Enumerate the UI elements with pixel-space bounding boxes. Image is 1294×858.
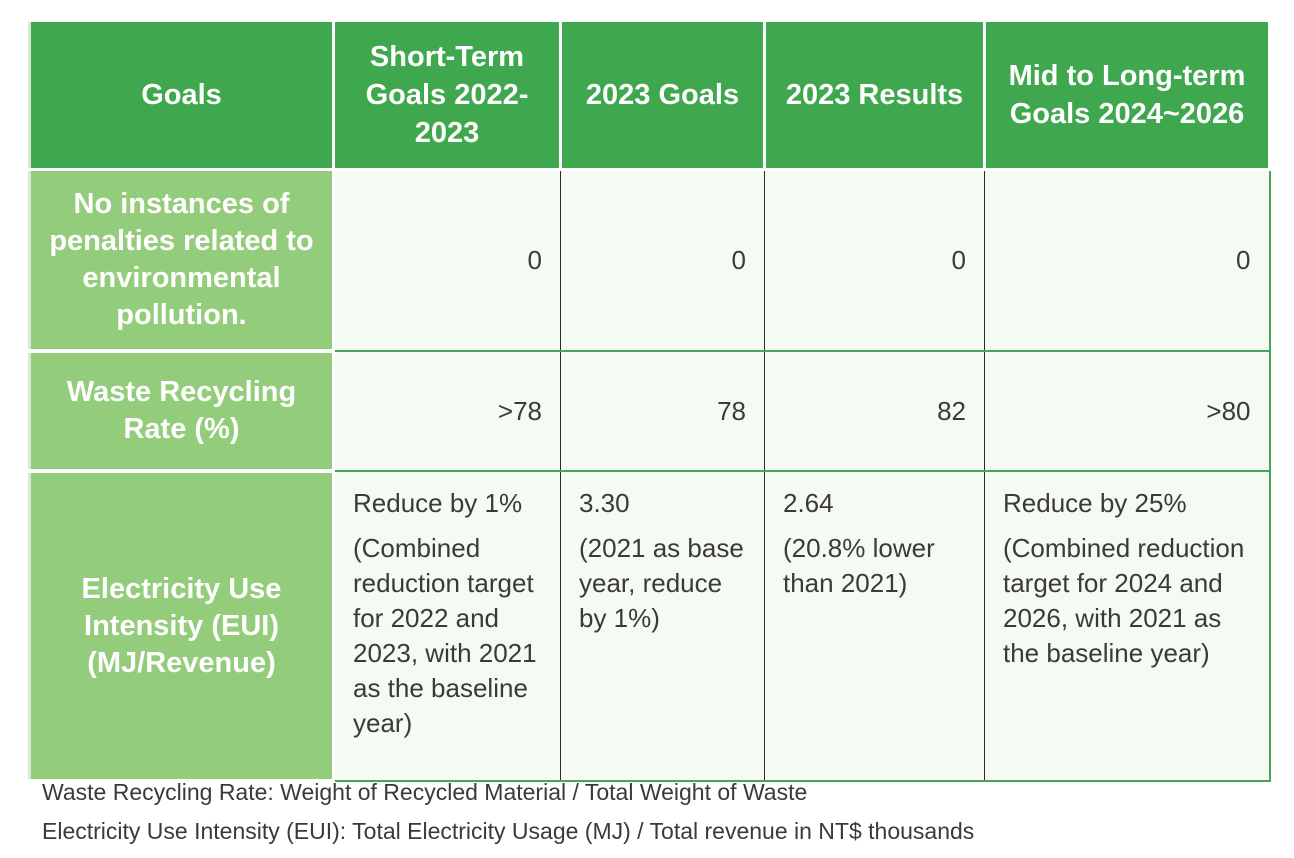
cell-short-term: Reduce by 1% (Combined reduction target … xyxy=(333,471,561,782)
footnote-electricity-use-intensity: Electricity Use Intensity (EUI): Total E… xyxy=(42,818,975,844)
cell-2023-goals: 78 xyxy=(560,351,765,472)
cell-mid-long-term: >80 xyxy=(984,351,1271,472)
cell-2023-goals: 0 xyxy=(560,169,765,352)
cell-short-term: >78 xyxy=(333,351,561,472)
cell-2023-results: 82 xyxy=(764,351,985,472)
cell-note-text: (2021 as base year, reduce by 1%) xyxy=(579,533,744,633)
cell-short-term: 0 xyxy=(333,169,561,352)
cell-note-text: (20.8% lower than 2021) xyxy=(783,533,935,598)
cell-2023-results: 0 xyxy=(764,169,985,352)
cell-mid-long-term: 0 xyxy=(984,169,1271,352)
table-row: Waste Recycling Rate (%) >78 78 82 >80 xyxy=(28,351,1271,473)
row-label-penalties: No instances of penalties related to env… xyxy=(28,169,335,353)
cell-main-text: Reduce by 25% xyxy=(1003,488,1187,518)
table-row: Electricity Use Intensity (EUI) (MJ/Reve… xyxy=(28,471,1271,783)
header-mid-long-term-goals: Mid to Long-term Goals 2024~2026 xyxy=(983,22,1271,171)
cell-main-text: 3.30 xyxy=(579,488,630,518)
cell-main-text: 2.64 xyxy=(783,488,834,518)
header-row: Goals Short-Term Goals 2022-2023 2023 Go… xyxy=(28,22,1271,171)
cell-note-text: (Combined reduction target for 2024 and … xyxy=(1003,533,1245,668)
footnote-waste-recycling-rate: Waste Recycling Rate: Weight of Recycled… xyxy=(42,779,808,805)
header-2023-goals: 2023 Goals xyxy=(559,22,766,171)
row-label-electricity-use-intensity: Electricity Use Intensity (EUI) (MJ/Reve… xyxy=(28,471,335,783)
cell-mid-long-term: Reduce by 25% (Combined reduction target… xyxy=(984,471,1271,782)
cell-note-text: (Combined reduction target for 2022 and … xyxy=(353,533,537,738)
cell-2023-results: 2.64 (20.8% lower than 2021) xyxy=(764,471,985,782)
table-row: No instances of penalties related to env… xyxy=(28,169,1271,353)
footnotes: Waste Recycling Rate: Weight of Recycled… xyxy=(42,773,974,851)
header-short-term-goals: Short-Term Goals 2022-2023 xyxy=(332,22,562,171)
header-goals: Goals xyxy=(28,22,335,171)
goals-table: Goals Short-Term Goals 2022-2023 2023 Go… xyxy=(28,22,1271,783)
cell-main-text: Reduce by 1% xyxy=(353,488,523,518)
row-label-waste-recycling-rate: Waste Recycling Rate (%) xyxy=(28,351,335,473)
header-2023-results: 2023 Results xyxy=(763,22,986,171)
cell-2023-goals: 3.30 (2021 as base year, reduce by 1%) xyxy=(560,471,765,782)
